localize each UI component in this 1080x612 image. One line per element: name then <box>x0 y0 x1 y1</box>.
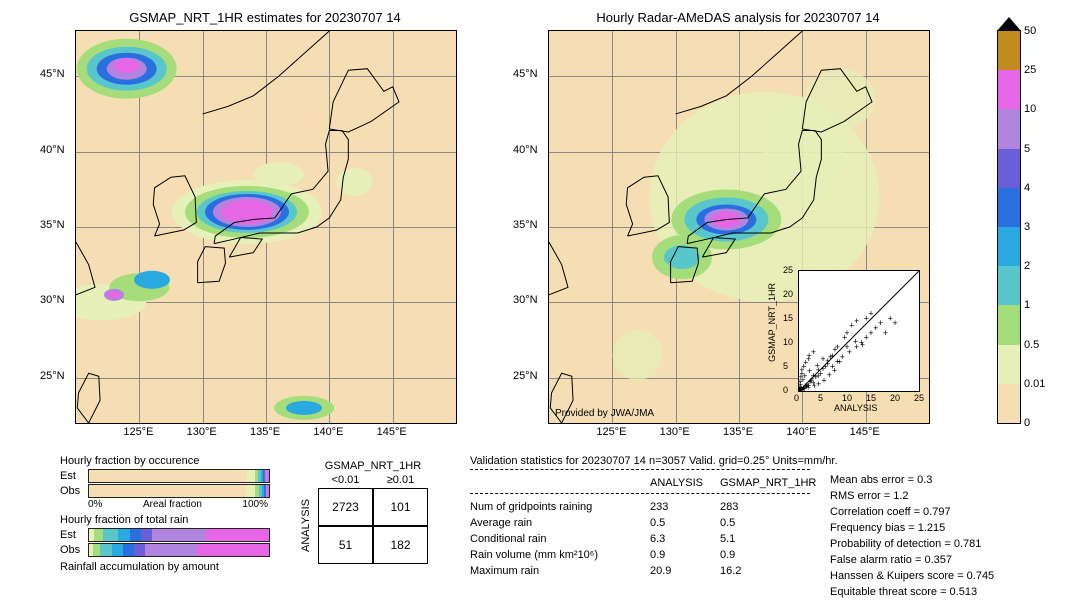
colorbar-label: 0.5 <box>1024 339 1039 351</box>
svg-text:+: + <box>816 365 821 375</box>
map-xtick: 125°E <box>123 426 153 438</box>
fraction-bar-row: Est <box>60 469 270 483</box>
svg-text:+: + <box>799 384 804 391</box>
svg-text:+: + <box>832 366 837 376</box>
map-ytick: 35°N <box>513 219 538 231</box>
contingency-table: GSMAP_NRT_1HR<0.01≥0.01ANALYSIS272310151… <box>300 460 428 564</box>
colorbar-label: 50 <box>1024 25 1036 37</box>
svg-text:+: + <box>830 351 835 361</box>
colorbar-label: 0 <box>1024 417 1030 429</box>
map-xtick: 135°E <box>723 426 753 438</box>
map-xtick: 140°E <box>786 426 816 438</box>
validation-row: Conditional rain6.35.1 <box>470 531 838 547</box>
fraction-bar-row: Obs <box>60 484 270 498</box>
fraction-bars: Hourly fraction by occurenceEstObs0%Area… <box>60 455 270 575</box>
colorbar-label: 5 <box>1024 143 1030 155</box>
map-ytick: 45°N <box>40 68 65 80</box>
validation-row: Num of gridpoints raining233283 <box>470 499 838 515</box>
validation-row: Maximum rain20.916.2 <box>470 563 838 579</box>
colorbar-label: 1 <box>1024 299 1030 311</box>
map-xtick: 130°E <box>660 426 690 438</box>
svg-text:+: + <box>847 347 852 357</box>
metric-row: Correlation coeff = 0.797 <box>830 504 994 520</box>
map-xtick: 130°E <box>187 426 217 438</box>
map-ytick: 35°N <box>40 219 65 231</box>
svg-text:+: + <box>853 336 858 346</box>
map-ytick: 25°N <box>513 370 538 382</box>
svg-text:+: + <box>835 342 840 352</box>
metric-row: Probability of detection = 0.781 <box>830 536 994 552</box>
map-xtick: 145°E <box>377 426 407 438</box>
map-xtick: 145°E <box>850 426 880 438</box>
map-ytick: 45°N <box>513 68 538 80</box>
scatter-inset: ++++++++++++++++++++++++++++++++++++++++… <box>798 270 920 392</box>
colorbar-label: 2 <box>1024 260 1030 272</box>
svg-text:+: + <box>878 318 883 328</box>
svg-text:+: + <box>854 316 859 326</box>
colorbar-label: 4 <box>1024 182 1030 194</box>
colorbar: 00.010.512345102550 <box>997 30 1021 424</box>
scatter-ylabel: GSMAP_NRT_1HR <box>767 283 777 362</box>
contingency-cell: 2723 <box>318 488 373 526</box>
contingency-cell: 51 <box>318 526 373 564</box>
colorbar-label: 10 <box>1024 103 1036 115</box>
contingency-cell: 101 <box>373 488 428 526</box>
map-ytick: 30°N <box>513 294 538 306</box>
left-map-title: GSMAP_NRT_1HR estimates for 20230707 14 <box>75 10 455 25</box>
map-ytick: 25°N <box>40 370 65 382</box>
svg-text:+: + <box>868 309 873 319</box>
map-xtick: 125°E <box>596 426 626 438</box>
svg-text:+: + <box>860 340 865 350</box>
metric-row: Hanssen & Kuipers score = 0.745 <box>830 568 994 584</box>
right-map-title: Hourly Radar-AMeDAS analysis for 2023070… <box>548 10 928 25</box>
fraction-bar-row: Obs <box>60 543 270 557</box>
validation-title: Validation statistics for 20230707 14 n=… <box>470 455 838 467</box>
contingency-cell: 182 <box>373 526 428 564</box>
left-map-panel <box>75 30 457 424</box>
fraction-bar-row: Est <box>60 528 270 542</box>
metric-row: Frequency bias = 1.215 <box>830 520 994 536</box>
map-xtick: 135°E <box>250 426 280 438</box>
metric-row: False alarm ratio = 0.357 <box>830 552 994 568</box>
svg-text:+: + <box>806 350 811 360</box>
metric-row: Equitable threat score = 0.513 <box>830 584 994 600</box>
svg-text:+: + <box>883 328 888 338</box>
scatter-xlabel: ANALYSIS <box>834 403 877 413</box>
svg-text:+: + <box>837 357 842 367</box>
map-ytick: 40°N <box>40 144 65 156</box>
metric-row: RMS error = 1.2 <box>830 488 994 504</box>
colorbar-label: 3 <box>1024 221 1030 233</box>
validation-row: Rain volume (mm km²10⁶)0.90.9 <box>470 547 838 563</box>
map-xtick: 140°E <box>313 426 343 438</box>
colorbar-label: 25 <box>1024 64 1036 76</box>
metric-row: Mean abs error = 0.3 <box>830 472 994 488</box>
map-ytick: 30°N <box>40 294 65 306</box>
map-ytick: 40°N <box>513 144 538 156</box>
svg-text:+: + <box>892 318 897 328</box>
attribution-label: Provided by JWA/JMA <box>555 408 654 419</box>
validation-stats: Validation statistics for 20230707 14 n=… <box>470 455 838 579</box>
colorbar-label: 0.01 <box>1024 378 1045 390</box>
validation-row: Average rain0.50.5 <box>470 515 838 531</box>
metrics-list: Mean abs error = 0.3RMS error = 1.2Corre… <box>830 472 994 600</box>
